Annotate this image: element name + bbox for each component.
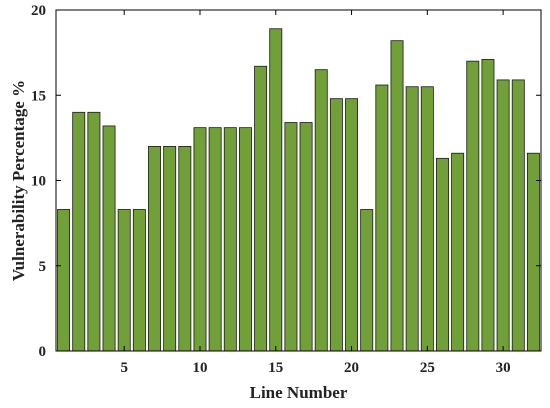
ticks-group: 5 10 15 20 25 30 0 5 10 15 20	[31, 3, 541, 376]
bar-line-25	[420, 86, 434, 352]
bar-line-30	[496, 79, 510, 352]
y-tick-label: 15	[31, 88, 46, 104]
x-axis-label: Line Number	[250, 383, 348, 402]
bar-line-2	[72, 111, 86, 352]
y-axis-label: Vulnerability Percentage %	[9, 80, 28, 281]
bar-line-7	[148, 145, 161, 352]
bar-line-11	[208, 127, 222, 352]
bar-line-18	[314, 69, 328, 352]
bar-line-21	[360, 209, 374, 352]
bar-line-3	[87, 111, 101, 352]
bar-line-29	[481, 59, 495, 352]
x-tick-label: 15	[268, 360, 283, 376]
bar-line-27	[451, 152, 465, 352]
x-tick-label: 25	[420, 360, 435, 376]
bar-line-19	[329, 98, 343, 352]
bar-line-20	[345, 98, 359, 352]
bar-line-12	[223, 127, 237, 352]
bar-line-17	[299, 122, 313, 352]
bar-line-1	[57, 209, 71, 352]
y-tick-label: 0	[39, 344, 47, 360]
x-tick-label: 20	[344, 360, 359, 376]
bar-line-6	[132, 209, 146, 352]
bar-line-10	[193, 127, 207, 352]
bar-line-16	[284, 122, 298, 352]
bar-line-5	[117, 209, 131, 352]
y-tick-label: 10	[31, 174, 46, 190]
y-tick-label: 5	[39, 259, 47, 275]
x-tick-label: 10	[192, 360, 207, 376]
bar-line-31	[511, 79, 525, 352]
bar-line-4	[102, 125, 116, 352]
bar-line-32	[526, 152, 540, 352]
bar-line-13	[238, 127, 252, 352]
bar-line-28	[466, 60, 480, 352]
y-tick-label: 20	[31, 3, 46, 19]
bar-line-14	[254, 65, 268, 352]
bar-line-24	[405, 86, 419, 352]
bar-line-15	[269, 28, 283, 352]
bar-line-9	[178, 145, 192, 352]
bar-line-22	[375, 84, 389, 352]
x-tick-label: 30	[496, 360, 511, 376]
bars-group	[57, 28, 540, 352]
bar-line-8	[163, 145, 177, 352]
bar-line-26	[436, 157, 449, 352]
x-tick-label: 5	[120, 360, 128, 376]
bar-line-23	[390, 40, 404, 352]
